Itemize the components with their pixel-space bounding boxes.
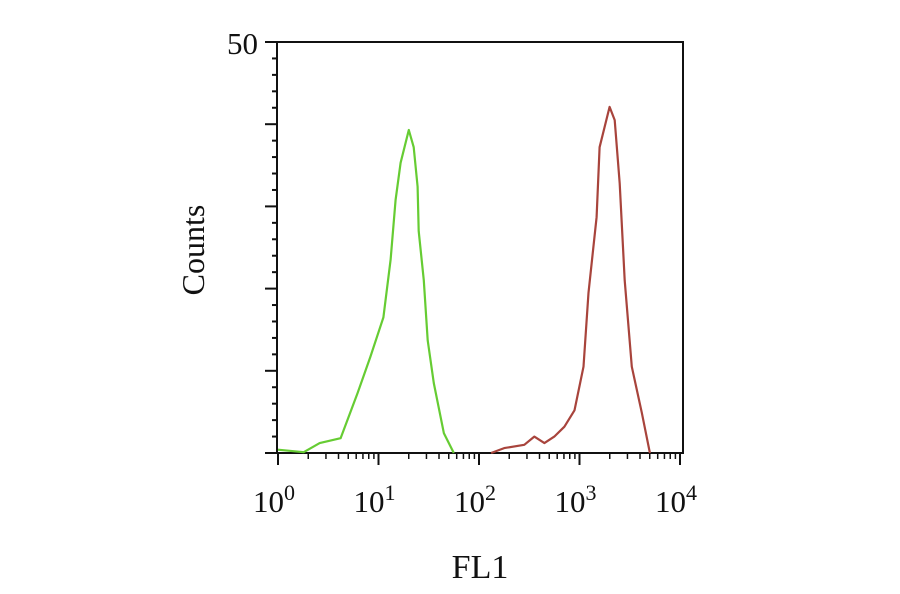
tick-exponent: 2	[485, 480, 496, 505]
tick-exponent: 0	[284, 480, 295, 505]
x-tick-label: 100	[253, 480, 295, 519]
series-group	[277, 105, 651, 455]
tick-base: 10	[454, 484, 485, 519]
y-axis-ticks	[265, 41, 277, 454]
x-tick-labels: 100 101 102 103 104	[253, 480, 697, 519]
y-tick-label-50: 50	[227, 26, 258, 61]
x-axis-ticks	[277, 453, 681, 465]
x-tick-label: 104	[655, 480, 697, 519]
histogram-series-1	[277, 128, 455, 454]
x-tick-label: 102	[454, 480, 496, 519]
x-tick-label: 101	[354, 480, 396, 519]
tick-base: 10	[354, 484, 385, 519]
tick-base: 10	[253, 484, 284, 519]
x-axis-label: FL1	[452, 549, 509, 586]
tick-exponent: 1	[385, 480, 396, 505]
y-axis-label: Counts	[175, 205, 211, 296]
tick-base: 10	[655, 484, 686, 519]
tick-exponent: 4	[686, 480, 697, 505]
tick-exponent: 3	[586, 480, 597, 505]
tick-base: 10	[555, 484, 586, 519]
histogram-series-2	[490, 105, 651, 455]
x-tick-label: 103	[555, 480, 597, 519]
